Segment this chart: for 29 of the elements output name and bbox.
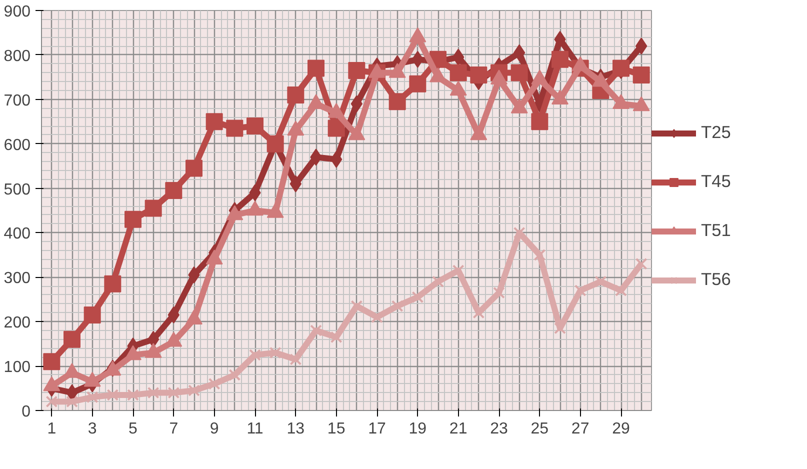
x-tick-label: 21 (449, 420, 468, 438)
y-tick-label: 700 (4, 92, 31, 110)
y-tick-label: 600 (4, 136, 31, 154)
y-tick-label: 0 (22, 404, 31, 420)
x-tick-label: 13 (286, 420, 305, 438)
y-tick-label: 400 (4, 226, 31, 243)
x-tick-label: 9 (210, 420, 219, 438)
y-tick-label: 200 (4, 314, 31, 332)
y-tick-label: 100 (4, 359, 31, 376)
y-tick-label: 300 (4, 270, 31, 288)
x-tick-label: 23 (490, 420, 508, 438)
legend-label: T45 (701, 171, 731, 192)
y-tick-label: 500 (4, 181, 31, 198)
y-tick-label: 800 (4, 48, 31, 65)
x-tick-label: 15 (327, 420, 346, 438)
x-tick-label: 25 (530, 420, 549, 438)
x-tick-label: 1 (47, 420, 56, 438)
x-tick-label: 7 (169, 420, 178, 438)
x-tick-label: 29 (612, 420, 630, 438)
legend-label: T25 (701, 122, 731, 143)
x-tick-label: 3 (88, 420, 97, 438)
x-tick-label: 27 (571, 420, 590, 438)
legend-label: T51 (701, 220, 731, 241)
x-tick-label: 19 (408, 420, 427, 438)
x-tick-label: 11 (246, 420, 264, 438)
legend-label: T56 (701, 269, 731, 290)
x-tick-label: 5 (128, 420, 138, 438)
y-tick-label: 900 (4, 4, 31, 20)
x-tick-label: 17 (368, 420, 386, 438)
